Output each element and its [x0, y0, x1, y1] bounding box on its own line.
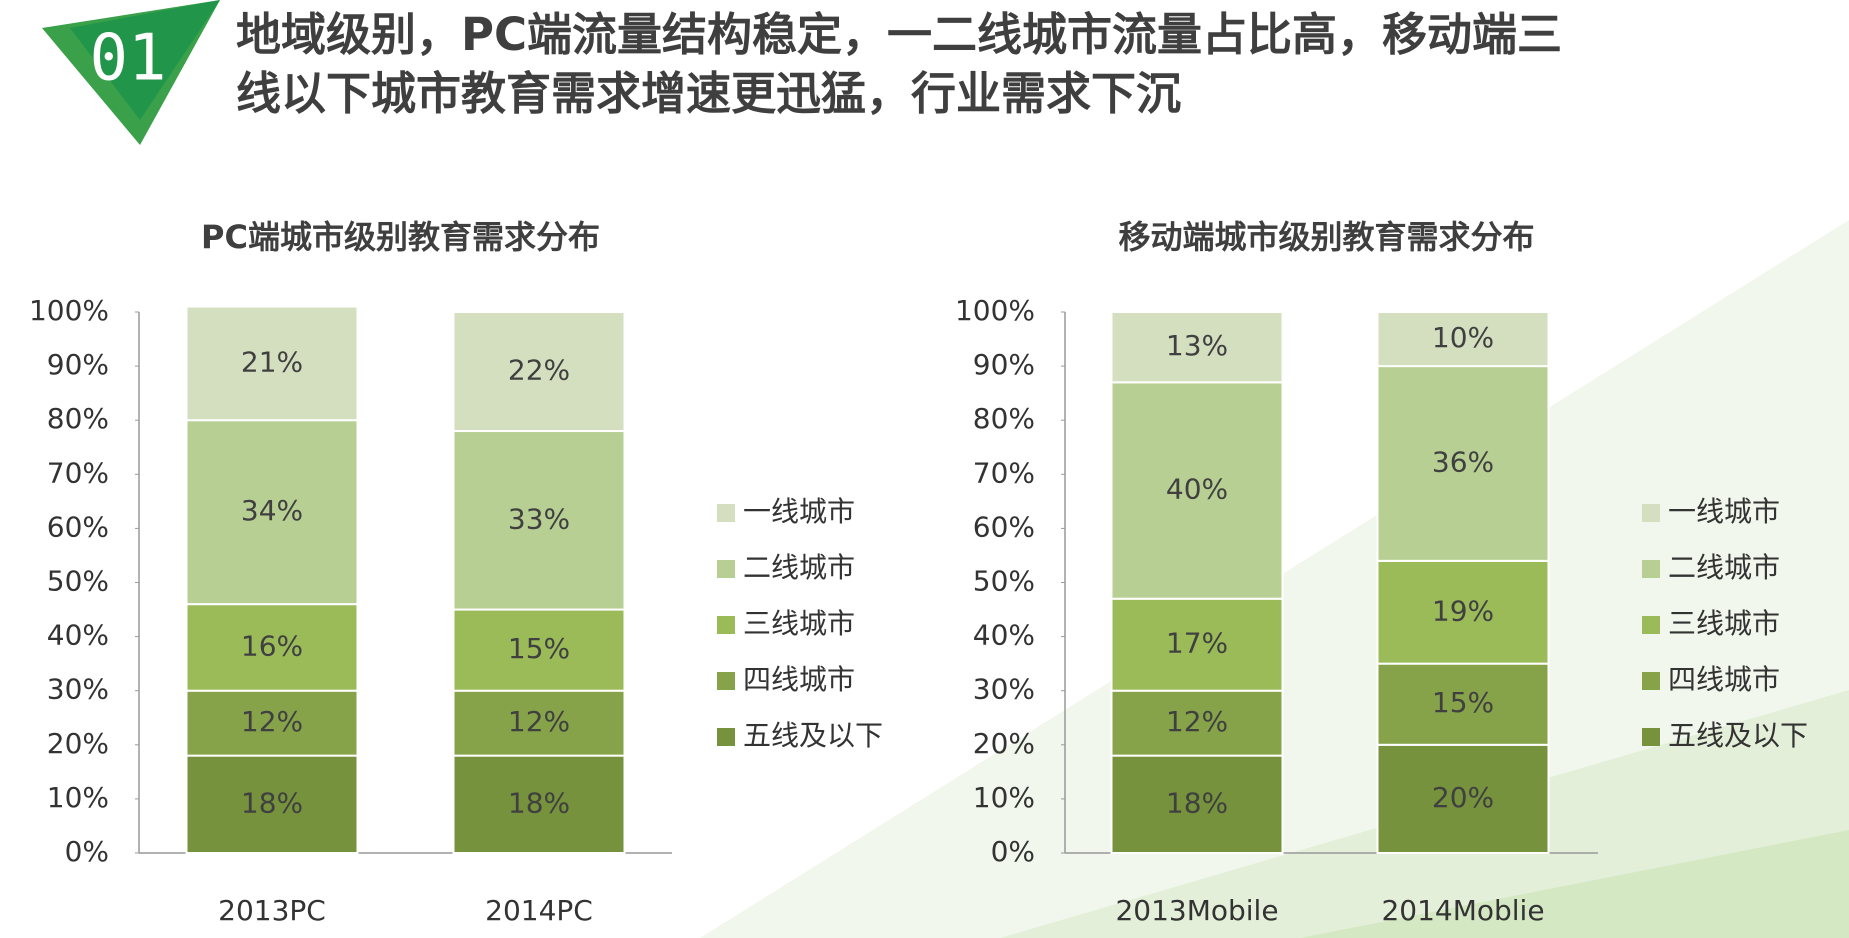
- bar-segment: [1376, 662, 1550, 746]
- y-tick-label: 90%: [47, 348, 109, 381]
- value-label: 22%: [508, 354, 570, 387]
- y-tick-label: 10%: [973, 781, 1035, 814]
- bar-segment: [1110, 754, 1284, 854]
- y-tick-label: 20%: [973, 727, 1035, 760]
- y-tick-label: 30%: [973, 673, 1035, 706]
- bar-segment: [185, 603, 359, 692]
- value-label: 17%: [1166, 627, 1228, 660]
- y-tick-label: 50%: [973, 565, 1035, 598]
- bar-segment: [452, 608, 626, 692]
- legend-label: 二线城市: [1668, 551, 1780, 584]
- headline: 地域级别，PC端流量结构稳定，一二线城市流量占比高，移动端三: [236, 8, 1562, 61]
- bar-segment: [185, 419, 359, 606]
- badge-number: 01: [89, 22, 166, 96]
- legend-label: 四线城市: [1668, 663, 1780, 696]
- value-label: 34%: [241, 494, 303, 527]
- value-label: 21%: [241, 345, 303, 378]
- value-label: 15%: [508, 632, 570, 665]
- y-tick-label: 60%: [47, 510, 109, 543]
- y-tick-label: 20%: [47, 727, 109, 760]
- bar-segment: [1110, 597, 1284, 692]
- bar-segment: [452, 689, 626, 757]
- y-tick-label: 40%: [47, 619, 109, 652]
- bar-segment: [1376, 311, 1550, 368]
- y-tick-label: 0%: [991, 835, 1035, 868]
- y-tick-label: 60%: [973, 510, 1035, 543]
- y-tick-label: 0%: [65, 835, 109, 868]
- value-label: 40%: [1166, 473, 1228, 506]
- legend-label: 三线城市: [1668, 607, 1780, 640]
- value-label: 33%: [508, 502, 570, 535]
- bar-segment: [452, 754, 626, 854]
- legend-swatch: [1642, 616, 1660, 634]
- legend-swatch: [717, 560, 735, 578]
- bar-segment: [452, 430, 626, 611]
- value-label: 12%: [1166, 705, 1228, 738]
- value-label: 13%: [1166, 329, 1228, 362]
- value-label: 18%: [508, 786, 570, 819]
- bar-segment: [1376, 365, 1550, 562]
- legend-swatch: [1642, 728, 1660, 746]
- bar-segment: [1110, 381, 1284, 600]
- y-tick-label: 70%: [973, 456, 1035, 489]
- y-tick-label: 10%: [47, 781, 109, 814]
- legend-label: 一线城市: [743, 495, 855, 528]
- legend-label: 三线城市: [743, 607, 855, 640]
- x-tick-label: 2013Mobile: [1115, 894, 1278, 927]
- y-tick-label: 80%: [973, 402, 1035, 435]
- legend-label: 四线城市: [743, 663, 855, 696]
- value-label: 20%: [1432, 781, 1494, 814]
- y-tick-label: 100%: [955, 294, 1035, 327]
- bar-segment: [1110, 311, 1284, 384]
- bar-segment: [1376, 743, 1550, 854]
- chart-title: 移动端城市级别教育需求分布: [1118, 218, 1534, 256]
- value-label: 18%: [1166, 786, 1228, 819]
- y-tick-label: 70%: [47, 456, 109, 489]
- y-tick-label: 80%: [47, 402, 109, 435]
- legend-label: 五线及以下: [743, 719, 883, 752]
- legend-swatch: [717, 728, 735, 746]
- bar-segment: [452, 311, 626, 433]
- value-label: 10%: [1432, 321, 1494, 354]
- value-label: 18%: [241, 786, 303, 819]
- x-tick-label: 2014PC: [485, 894, 593, 927]
- bar-segment: [185, 305, 359, 422]
- chart-title: PC端城市级别教育需求分布: [201, 218, 600, 256]
- value-label: 16%: [241, 629, 303, 662]
- legend-swatch: [717, 616, 735, 634]
- value-label: 12%: [508, 705, 570, 738]
- background-shape: [1300, 830, 1849, 938]
- legend-swatch: [717, 672, 735, 690]
- x-tick-label: 2013PC: [218, 894, 326, 927]
- headline: 线以下城市教育需求增速更迅猛，行业需求下沉: [236, 67, 1181, 120]
- legend-swatch: [1642, 672, 1660, 690]
- value-label: 15%: [1432, 686, 1494, 719]
- bar-segment: [185, 689, 359, 757]
- y-tick-label: 40%: [973, 619, 1035, 652]
- legend-swatch: [717, 504, 735, 522]
- legend-label: 一线城市: [1668, 495, 1780, 528]
- legend-label: 二线城市: [743, 551, 855, 584]
- legend-swatch: [1642, 560, 1660, 578]
- y-tick-label: 100%: [29, 294, 109, 327]
- value-label: 12%: [241, 705, 303, 738]
- legend-swatch: [1642, 504, 1660, 522]
- x-tick-label: 2014Moblie: [1381, 894, 1544, 927]
- y-tick-label: 90%: [973, 348, 1035, 381]
- value-label: 19%: [1432, 594, 1494, 627]
- y-tick-label: 30%: [47, 673, 109, 706]
- legend-label: 五线及以下: [1668, 719, 1808, 752]
- value-label: 36%: [1432, 445, 1494, 478]
- badge: [70, 0, 220, 120]
- y-tick-label: 50%: [47, 565, 109, 598]
